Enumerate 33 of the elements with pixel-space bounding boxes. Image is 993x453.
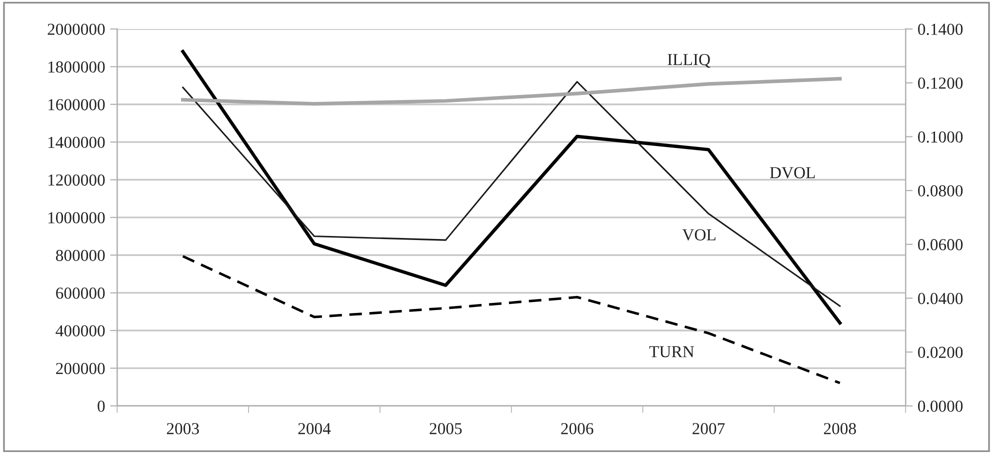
y-tick-label: 1600000 <box>48 99 105 110</box>
y-tick-label: 1200000 <box>48 174 105 186</box>
y-tick-label: 2000000 <box>48 24 105 35</box>
series-label: DVOL <box>770 167 815 178</box>
line-series <box>181 76 842 106</box>
x-tick-label: 2008 <box>824 423 856 434</box>
line-series <box>182 80 841 307</box>
x-tick-label: 2003 <box>166 423 199 434</box>
y-tick-label: 200000 <box>56 362 105 374</box>
series-label: TURN <box>649 346 694 358</box>
y-tick-label: 1000000 <box>48 212 105 224</box>
y-tick-label: 400000 <box>56 325 105 336</box>
x-tick-label: 2007 <box>692 423 725 434</box>
y2-tick-label: 0.0200 <box>918 346 963 358</box>
y2-tick-label: 0.1200 <box>918 78 963 89</box>
series-label: ILLIQ <box>668 54 710 68</box>
y-tick-label: 600000 <box>56 288 105 299</box>
line-series <box>181 50 842 325</box>
series-label: VOL <box>682 229 716 241</box>
y2-tick-label: 0.0800 <box>918 185 963 197</box>
y-tick-label: 800000 <box>56 250 105 262</box>
y2-tick-label: 0.0600 <box>918 239 963 250</box>
line-series <box>182 254 842 384</box>
y-tick-label: 1800000 <box>48 61 105 73</box>
x-tick-label: 2006 <box>561 423 594 434</box>
x-tick-label: 2004 <box>298 423 331 434</box>
y2-tick-label: 0.0000 <box>918 400 963 412</box>
y-tick-label: 1400000 <box>48 136 105 148</box>
x-tick-label: 2005 <box>430 423 462 434</box>
y-tick-label: 0 <box>98 400 105 412</box>
y2-tick-label: 0.1400 <box>918 24 963 36</box>
y2-tick-label: 0.1000 <box>918 131 963 143</box>
y2-tick-label: 0.0400 <box>918 292 963 304</box>
